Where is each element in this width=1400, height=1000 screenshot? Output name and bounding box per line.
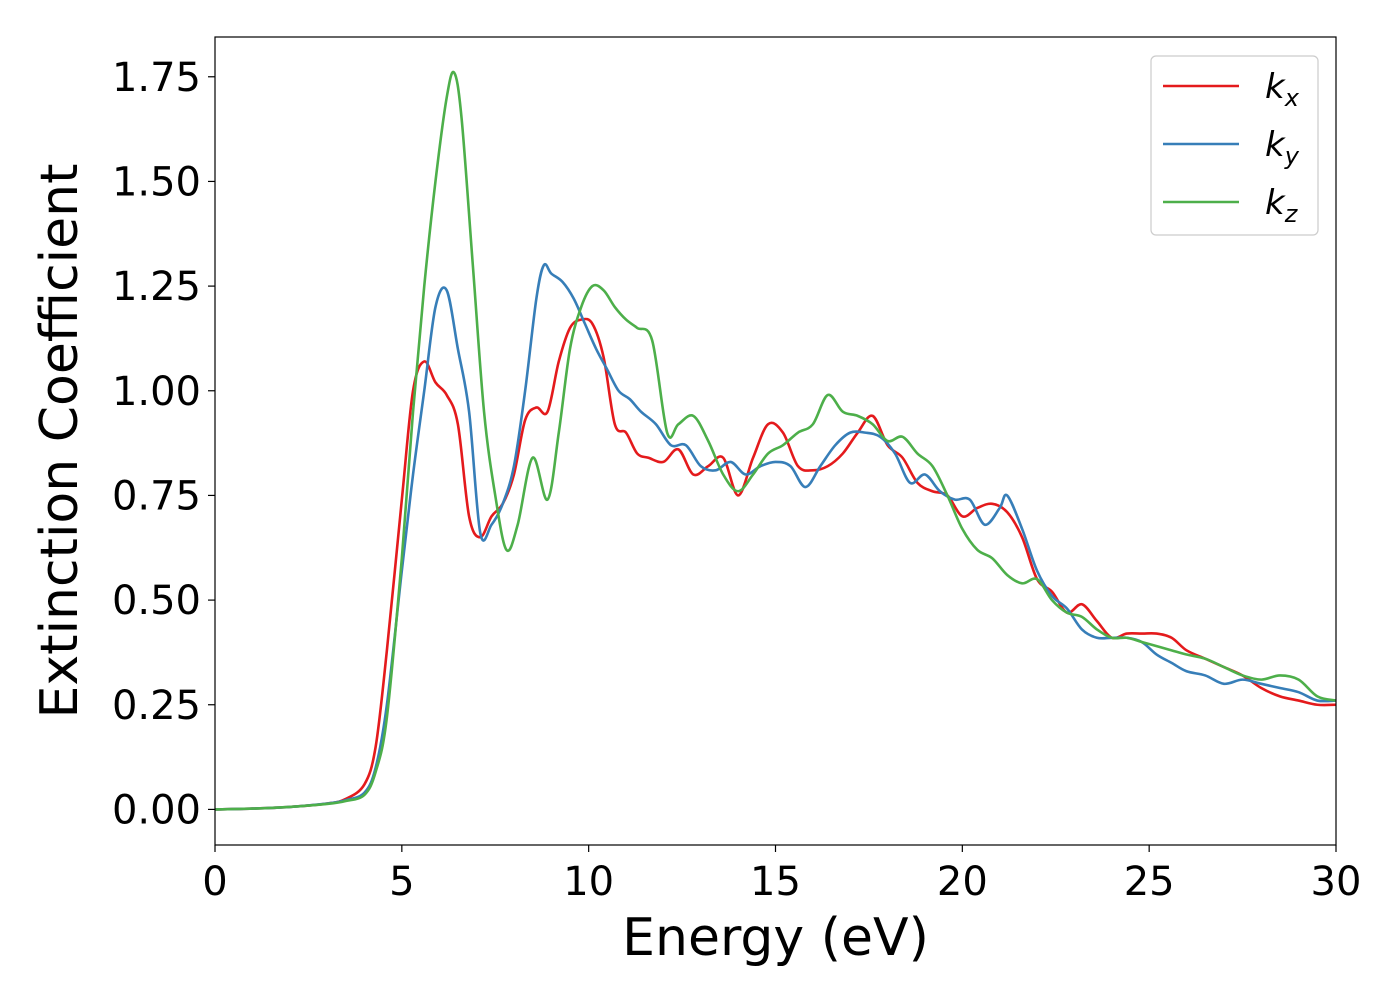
x-tick-label: 25 (1124, 859, 1175, 905)
y-tick-label: 1.50 (112, 159, 201, 205)
y-tick-label: 0.50 (112, 578, 201, 624)
series-layer (215, 70, 1336, 811)
x-tick-label: 30 (1311, 859, 1362, 905)
x-tick-label: 0 (202, 859, 227, 905)
x-tick-label: 15 (750, 859, 801, 905)
y-tick-label: 0.25 (112, 683, 201, 729)
legend-label-k_y: ky (1265, 125, 1300, 170)
y-tick-label: 1.75 (112, 55, 201, 101)
series-line-k_z (215, 70, 1336, 811)
legend-label-k_x: kx (1265, 67, 1300, 112)
x-tick-label: 20 (937, 859, 988, 905)
ticks-layer: 0 5 10 15 20 25 30 0.00 0.25 0.50 0.75 1.00 1.25 1.50… (112, 55, 1362, 905)
x-tick-label: 5 (389, 859, 414, 905)
y-tick-label: 1.25 (112, 264, 201, 310)
y-tick-label: 0.75 (112, 473, 201, 519)
x-axis-label: Energy (eV) (622, 908, 929, 968)
legend: kx ky kz (1150, 55, 1319, 236)
x-tick-label: 10 (563, 859, 614, 905)
legend-label-k_z: kz (1265, 183, 1299, 228)
y-axis-label: Extinction Coefficient (30, 164, 90, 719)
series-line-k_y (215, 262, 1336, 811)
y-tick-label: 1.00 (112, 369, 201, 415)
plot-frame (214, 36, 1337, 846)
y-tick-label: 0.00 (112, 787, 201, 833)
legend-box (1150, 55, 1319, 236)
